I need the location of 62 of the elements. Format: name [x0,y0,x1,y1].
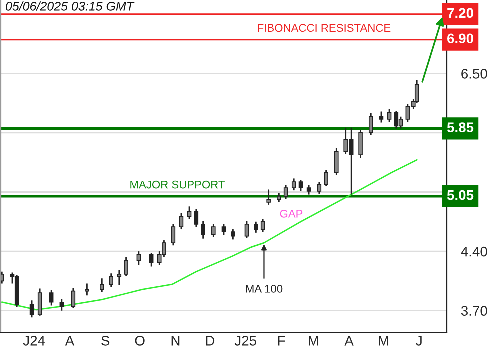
candlestick [60,298,64,312]
candlestick [231,228,236,240]
x-tick-label: F [278,336,286,346]
candlestick [201,220,206,240]
ref-line-label: 5.05 [447,190,474,200]
candlestick [260,218,266,233]
candlestick [254,221,258,234]
candlestick [317,181,322,195]
candlestick [179,212,184,230]
candlestick [244,220,250,239]
candlestick [212,224,216,238]
candlestick [171,224,176,246]
annotation: MA 100 [246,285,283,293]
y-tick-label: 3.70 [461,306,488,316]
candlestick [38,288,42,317]
y-tick-label: 4.40 [461,246,488,257]
y-tick-label: 6.50 [462,69,488,79]
ref-line-label: 6.90 [448,34,474,44]
annotation: 05/06/2025 03:15 GMT [6,2,135,11]
candlestick [394,110,399,130]
candlestick [117,269,122,286]
x-tick-label: J24 [23,336,46,346]
x-tick-label: D [206,336,215,346]
x-tick-label: M [379,336,388,346]
annotation: GAP [280,210,303,218]
candlestick [334,148,339,176]
annotation: MAJOR SUPPORT [130,180,225,189]
x-tick-label: M [309,336,318,346]
candlestick [49,290,54,306]
x-tick-label: A [65,336,75,346]
candlestick [306,184,312,196]
candlestick [30,300,34,318]
candlestick [298,180,304,192]
x-tick-label: S [102,336,110,346]
candlestick [136,250,142,266]
candlestick [292,178,296,192]
candlestick [284,184,288,200]
candlestick [194,208,199,228]
candlestick [124,256,128,277]
ref-line-label: 5.85 [447,122,474,132]
candlestick [387,108,392,123]
x-tick-label: J [416,336,422,346]
x-tick-label: J25 [234,336,256,346]
annotation: FIBONACCI RESISTANCE [258,24,391,32]
candlestick [379,111,384,124]
candlestick [358,130,363,160]
candlestick [324,170,328,188]
candlestick [277,192,282,204]
candlestick [100,278,104,293]
x-tick-label: N [172,336,180,346]
candlestick [109,272,114,288]
candlestick [398,116,404,130]
candlestick [1,271,4,284]
x-tick-label: A [344,336,354,346]
candlestick [266,189,271,206]
candlestick [368,112,374,136]
candlestick [149,252,154,268]
ref-line-label: 7.20 [448,8,474,18]
candlestick [71,287,76,309]
x-tick-label: O [135,336,145,346]
candlestick [222,224,226,236]
candlestick [85,283,90,296]
